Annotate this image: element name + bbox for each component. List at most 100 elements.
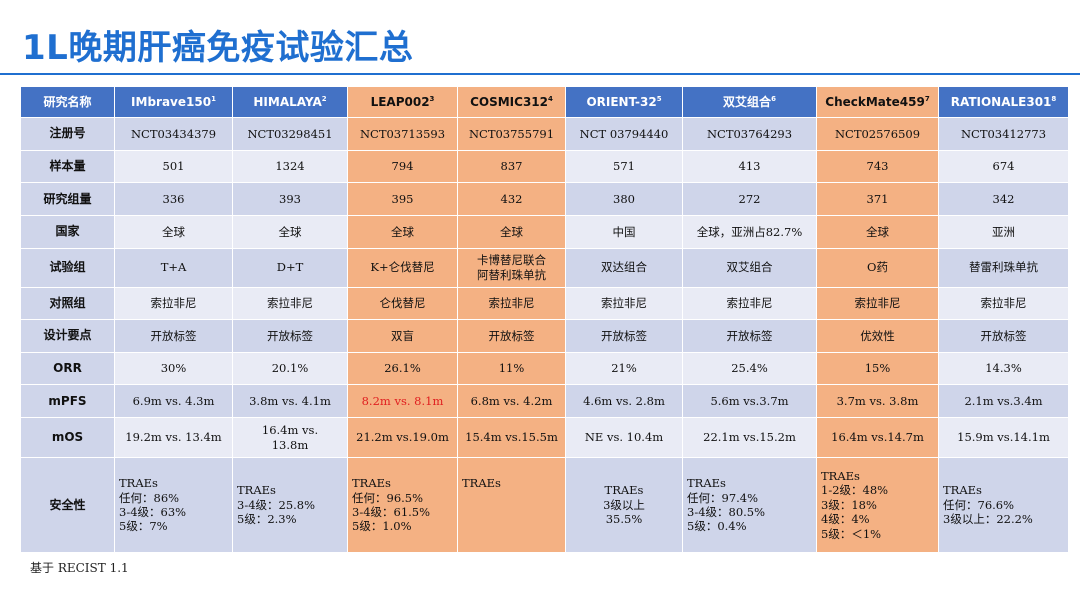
table-cell: O药: [816, 247, 939, 288]
table-cell: TRAEs 任何：96.5% 3-4级：61.5% 5级：1.0%: [347, 457, 458, 553]
header-trial: 双艾组合6: [682, 86, 817, 118]
table-cell: 16.4m vs. 13.8m: [232, 417, 348, 459]
table-cell: 16.4m vs.14.7m: [816, 417, 939, 459]
table-cell: 索拉非尼: [114, 286, 233, 321]
table-cell: NCT 03794440: [565, 117, 683, 151]
table-cell: 3.7m vs. 3.8m: [816, 384, 939, 419]
row-label: mOS: [20, 417, 115, 459]
table-cell: 8.2m vs. 8.1m: [347, 384, 458, 419]
table-row: mPFS 6.9m vs. 4.3m 3.8m vs. 4.1m 8.2m vs. 8…: [20, 384, 1069, 419]
table-cell: NCT03434379: [114, 117, 233, 151]
table-cell: 索拉非尼: [682, 286, 817, 321]
table-row: 安全性 TRAEs 任何：86% 3-4级：63% 5级：7% TRAEs 3-4级…: [20, 457, 1069, 553]
header-trial: ORIENT-325: [565, 86, 683, 118]
table-cell: 21%: [565, 351, 683, 386]
table-cell: 全球: [347, 214, 458, 249]
table-cell: 双艾组合: [682, 247, 817, 288]
table-cell: 11%: [457, 351, 566, 386]
table-cell: 20.1%: [232, 351, 348, 386]
table-cell: 索拉非尼: [232, 286, 348, 321]
table-cell: 全球: [232, 214, 348, 249]
table-cell: 6.8m vs. 4.2m: [457, 384, 566, 419]
table-cell: TRAEs 3级以上 35.5%: [565, 457, 683, 553]
table-cell: 15.9m vs.14.1m: [938, 417, 1069, 459]
row-label: ORR: [20, 351, 115, 386]
header-label: 研究名称: [20, 86, 115, 118]
header-trial: CheckMate4597: [816, 86, 939, 118]
table-cell: 674: [938, 149, 1069, 184]
row-label: 样本量: [20, 149, 115, 184]
table-cell: 开放标签: [232, 319, 348, 353]
table-cell: 380: [565, 182, 683, 216]
table-row: 样本量 501 1324 794 837 571 413 743 674: [20, 149, 1069, 184]
table-cell: 5.6m vs.3.7m: [682, 384, 817, 419]
table-cell: TRAEs 任何：76.6% 3级以上：22.2%: [938, 457, 1069, 553]
table-cell: 2.1m vs.3.4m: [938, 384, 1069, 419]
table-header-row: 研究名称 IMbrave1501 HIMALAYA2 LEAP0023 COSM…: [20, 86, 1069, 118]
table-cell: 全球: [457, 214, 566, 249]
header-trial: COSMIC3124: [457, 86, 566, 118]
table-cell: 索拉非尼: [816, 286, 939, 321]
table-cell: 432: [457, 182, 566, 216]
table-row: 对照组 索拉非尼 索拉非尼 仑伐替尼 索拉非尼 索拉非尼 索拉非尼 索拉非尼 索拉非尼: [20, 286, 1069, 321]
table-row: 设计要点 开放标签 开放标签 双盲 开放标签 开放标签 开放标签 优效性 开放标签: [20, 319, 1069, 353]
trials-table: 研究名称 IMbrave1501 HIMALAYA2 LEAP0023 COSM…: [20, 86, 1069, 553]
table-cell: NCT02576509: [816, 117, 939, 151]
table-cell: 优效性: [816, 319, 939, 353]
table-cell: 索拉非尼: [457, 286, 566, 321]
table-cell: 开放标签: [938, 319, 1069, 353]
table-cell: T+A: [114, 247, 233, 288]
table-row: 研究组量 336 393 395 432 380 272 371 342: [20, 182, 1069, 216]
table-cell: 全球: [816, 214, 939, 249]
table-cell: 卡博替尼联合 阿替利珠单抗: [457, 247, 566, 288]
table-cell: 14.3%: [938, 351, 1069, 386]
table-cell: 4.6m vs. 2.8m: [565, 384, 683, 419]
table-cell: TRAEs 1-2级：48% 3级：18% 4级：4% 5级：＜1%: [816, 457, 939, 553]
table-cell: NCT03764293: [682, 117, 817, 151]
row-label: 研究组量: [20, 182, 115, 216]
page-title: 1L晚期肝癌免疫试验汇总: [22, 28, 414, 68]
table-cell: 中国: [565, 214, 683, 249]
table-cell: 15.4m vs.15.5m: [457, 417, 566, 459]
table-cell: 开放标签: [682, 319, 817, 353]
title-underline: [0, 73, 1080, 75]
table-cell: 571: [565, 149, 683, 184]
table-cell: TRAEs 任何：86% 3-4级：63% 5级：7%: [114, 457, 233, 553]
table-cell: 亚洲: [938, 214, 1069, 249]
table-cell: 30%: [114, 351, 233, 386]
table-cell: 索拉非尼: [565, 286, 683, 321]
table-cell: 501: [114, 149, 233, 184]
table-cell: 413: [682, 149, 817, 184]
table-cell: 15%: [816, 351, 939, 386]
row-label: 安全性: [20, 457, 115, 553]
table-cell: 1324: [232, 149, 348, 184]
table-cell: 342: [938, 182, 1069, 216]
table-row: mOS 19.2m vs. 13.4m 16.4m vs. 13.8m 21.2m v…: [20, 417, 1069, 459]
table-cell: 393: [232, 182, 348, 216]
table-cell: NCT03713593: [347, 117, 458, 151]
table-cell: NE vs. 10.4m: [565, 417, 683, 459]
table-cell: 全球: [114, 214, 233, 249]
table-cell: 开放标签: [457, 319, 566, 353]
table-cell: K+仑伐替尼: [347, 247, 458, 288]
table-cell: 371: [816, 182, 939, 216]
table-cell: 25.4%: [682, 351, 817, 386]
table-cell: TRAEs: [457, 457, 566, 553]
table-cell: 21.2m vs.19.0m: [347, 417, 458, 459]
table-cell: 仑伐替尼: [347, 286, 458, 321]
table-cell: TRAEs 任何：97.4% 3-4级：80.5% 5级：0.4%: [682, 457, 817, 553]
header-trial: HIMALAYA2: [232, 86, 348, 118]
table-cell: 19.2m vs. 13.4m: [114, 417, 233, 459]
header-trial: LEAP0023: [347, 86, 458, 118]
row-label: mPFS: [20, 384, 115, 419]
table-cell: 794: [347, 149, 458, 184]
row-label: 试验组: [20, 247, 115, 288]
table-cell: 272: [682, 182, 817, 216]
table-row: 注册号 NCT03434379 NCT03298451 NCT03713593 NCT0…: [20, 117, 1069, 151]
header-trial: IMbrave1501: [114, 86, 233, 118]
table-cell: TRAEs 3-4级：25.8% 5级：2.3%: [232, 457, 348, 553]
table-cell: 开放标签: [114, 319, 233, 353]
table-cell: 22.1m vs.15.2m: [682, 417, 817, 459]
table-cell: NCT03298451: [232, 117, 348, 151]
table-row: 国家 全球 全球 全球 全球 中国 全球，亚洲占82.7% 全球 亚洲: [20, 214, 1069, 249]
